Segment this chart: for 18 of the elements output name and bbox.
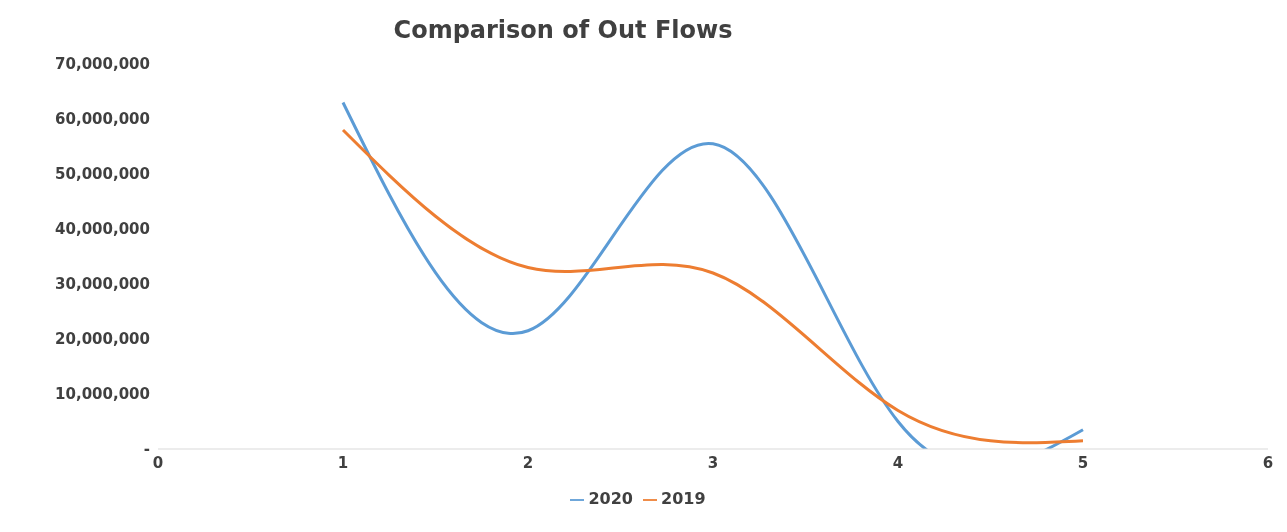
x-tick-label: 6 — [1262, 453, 1274, 472]
legend-label: 2020 — [588, 489, 633, 508]
y-tick-label: 10,000,000 — [55, 385, 150, 404]
x-tick-label: 0 — [152, 453, 164, 472]
x-tick-label: 3 — [707, 453, 719, 472]
legend-label: 2019 — [661, 489, 706, 508]
y-tick-label: - — [143, 440, 150, 459]
y-tick-label: 30,000,000 — [55, 275, 150, 294]
x-tick-label: 1 — [337, 453, 349, 472]
y-tick-label: 60,000,000 — [55, 110, 150, 129]
chart-title: Comparison of Out Flows — [392, 15, 734, 44]
x-tick-label: 2 — [522, 453, 534, 472]
y-tick-label: 70,000,000 — [55, 55, 150, 74]
x-tick-label: 4 — [892, 453, 904, 472]
y-tick-label: 20,000,000 — [55, 330, 150, 349]
y-tick-label: 40,000,000 — [55, 220, 150, 239]
x-tick-label: 5 — [1077, 453, 1089, 472]
y-tick-label: 50,000,000 — [55, 165, 150, 184]
